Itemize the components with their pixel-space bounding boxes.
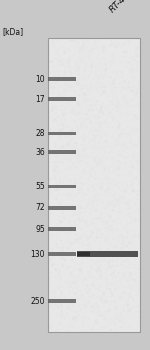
Bar — [48, 184, 76, 188]
Text: RT-4: RT-4 — [108, 0, 128, 14]
Text: 28: 28 — [36, 129, 45, 138]
Bar — [48, 206, 76, 210]
Text: 130: 130 — [30, 250, 45, 259]
Bar — [77, 252, 90, 256]
Bar — [48, 38, 140, 332]
Text: 10: 10 — [35, 75, 45, 84]
Bar — [48, 299, 76, 303]
Bar — [48, 252, 76, 256]
Text: 95: 95 — [35, 225, 45, 233]
Text: 17: 17 — [35, 94, 45, 104]
Text: 55: 55 — [35, 182, 45, 191]
Bar — [48, 227, 76, 231]
Bar — [48, 150, 76, 154]
Bar — [48, 77, 76, 81]
Bar — [48, 97, 76, 101]
Text: [kDa]: [kDa] — [2, 27, 23, 36]
Text: 250: 250 — [30, 297, 45, 306]
Bar — [77, 251, 138, 257]
Bar — [48, 132, 76, 135]
Text: 72: 72 — [35, 203, 45, 212]
Text: 36: 36 — [35, 148, 45, 156]
